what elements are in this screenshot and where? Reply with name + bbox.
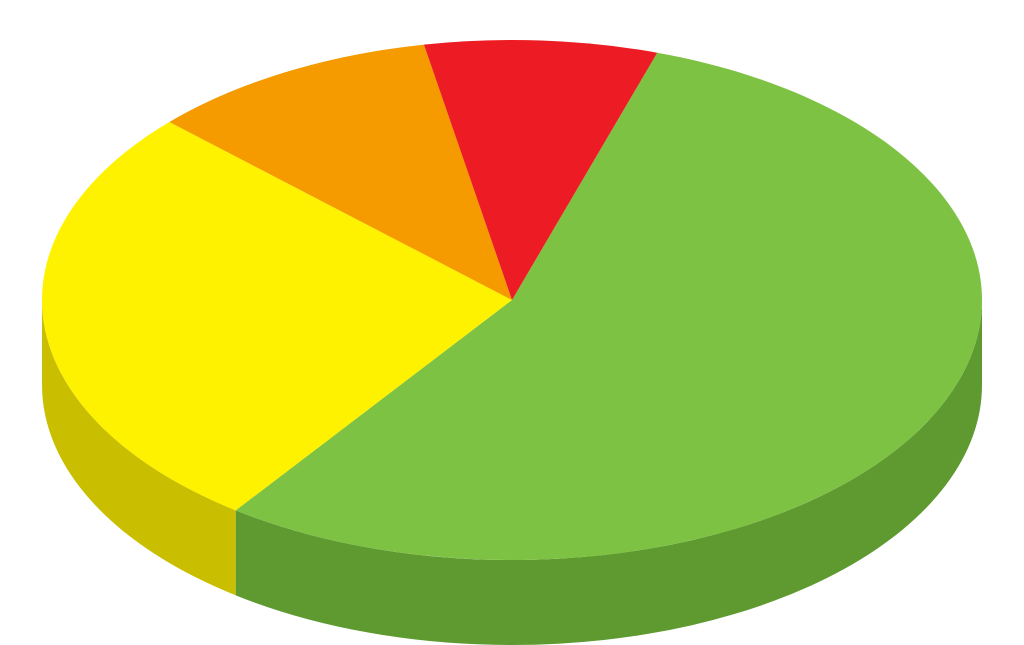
pie-chart-svg [0,0,1024,645]
pie-top-faces [42,40,982,560]
pie-chart-3d [0,0,1024,645]
